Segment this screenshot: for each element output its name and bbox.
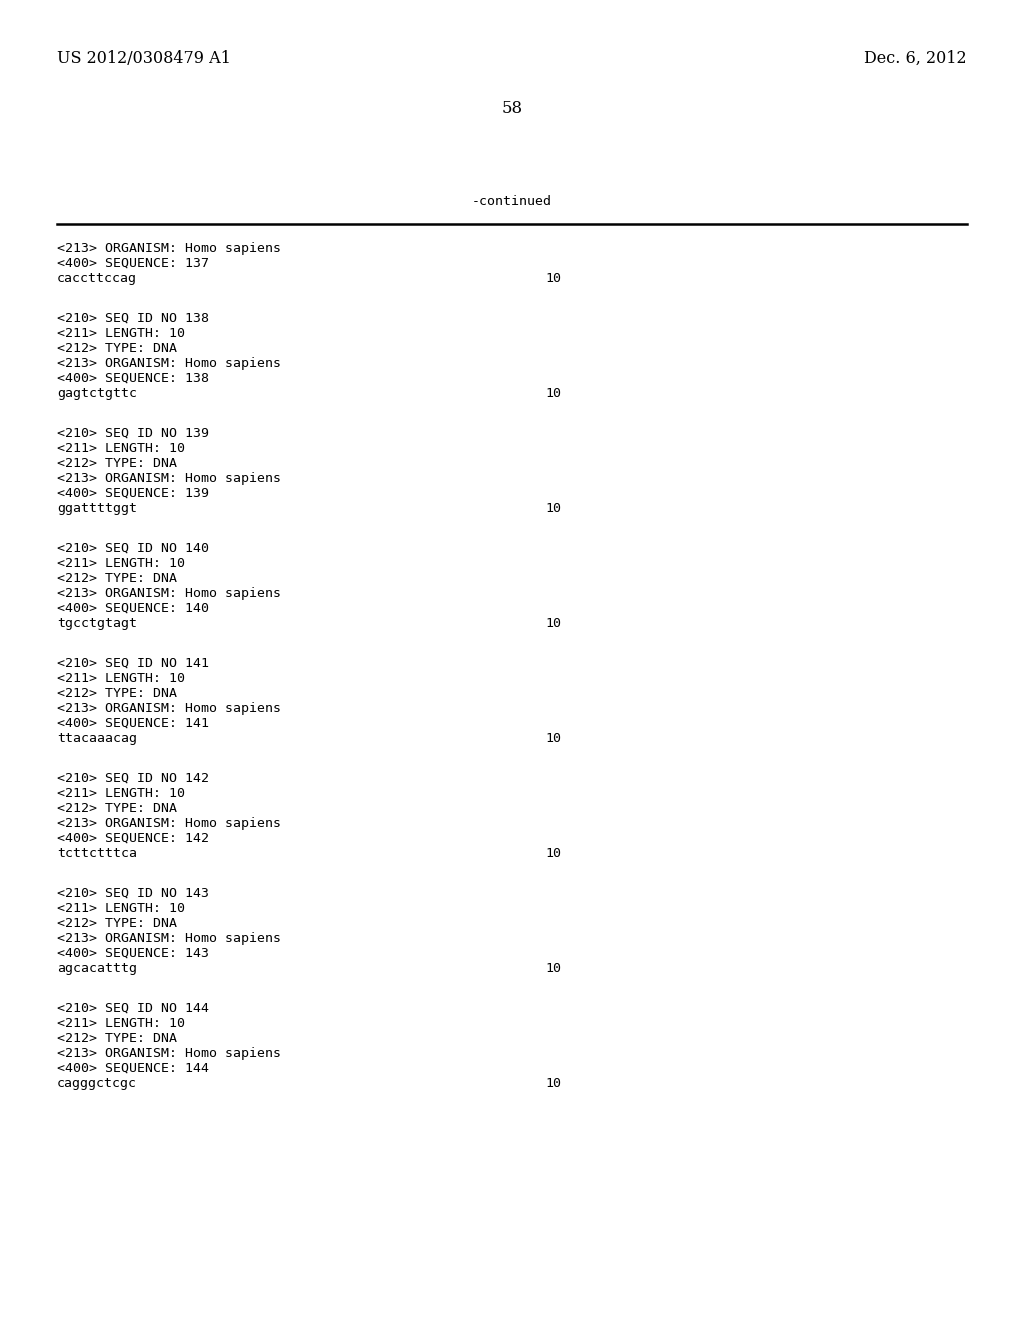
Text: <400> SEQUENCE: 143: <400> SEQUENCE: 143: [57, 946, 209, 960]
Text: caccttccag: caccttccag: [57, 272, 137, 285]
Text: ggattttggt: ggattttggt: [57, 502, 137, 515]
Text: <213> ORGANISM: Homo sapiens: <213> ORGANISM: Homo sapiens: [57, 702, 281, 715]
Text: <211> LENGTH: 10: <211> LENGTH: 10: [57, 327, 185, 341]
Text: <210> SEQ ID NO 144: <210> SEQ ID NO 144: [57, 1002, 209, 1015]
Text: 10: 10: [545, 387, 561, 400]
Text: <400> SEQUENCE: 139: <400> SEQUENCE: 139: [57, 487, 209, 500]
Text: tgcctgtagt: tgcctgtagt: [57, 616, 137, 630]
Text: <213> ORGANISM: Homo sapiens: <213> ORGANISM: Homo sapiens: [57, 356, 281, 370]
Text: <211> LENGTH: 10: <211> LENGTH: 10: [57, 557, 185, 570]
Text: <210> SEQ ID NO 140: <210> SEQ ID NO 140: [57, 543, 209, 554]
Text: 10: 10: [545, 1077, 561, 1090]
Text: <212> TYPE: DNA: <212> TYPE: DNA: [57, 917, 177, 931]
Text: <400> SEQUENCE: 142: <400> SEQUENCE: 142: [57, 832, 209, 845]
Text: <210> SEQ ID NO 142: <210> SEQ ID NO 142: [57, 772, 209, 785]
Text: 10: 10: [545, 962, 561, 975]
Text: <400> SEQUENCE: 141: <400> SEQUENCE: 141: [57, 717, 209, 730]
Text: <400> SEQUENCE: 138: <400> SEQUENCE: 138: [57, 372, 209, 385]
Text: <211> LENGTH: 10: <211> LENGTH: 10: [57, 902, 185, 915]
Text: <212> TYPE: DNA: <212> TYPE: DNA: [57, 342, 177, 355]
Text: <211> LENGTH: 10: <211> LENGTH: 10: [57, 442, 185, 455]
Text: <400> SEQUENCE: 140: <400> SEQUENCE: 140: [57, 602, 209, 615]
Text: <213> ORGANISM: Homo sapiens: <213> ORGANISM: Homo sapiens: [57, 242, 281, 255]
Text: <211> LENGTH: 10: <211> LENGTH: 10: [57, 1016, 185, 1030]
Text: <212> TYPE: DNA: <212> TYPE: DNA: [57, 803, 177, 814]
Text: gagtctgttc: gagtctgttc: [57, 387, 137, 400]
Text: <213> ORGANISM: Homo sapiens: <213> ORGANISM: Homo sapiens: [57, 1047, 281, 1060]
Text: <213> ORGANISM: Homo sapiens: <213> ORGANISM: Homo sapiens: [57, 932, 281, 945]
Text: <400> SEQUENCE: 137: <400> SEQUENCE: 137: [57, 257, 209, 271]
Text: cagggctcgc: cagggctcgc: [57, 1077, 137, 1090]
Text: <212> TYPE: DNA: <212> TYPE: DNA: [57, 457, 177, 470]
Text: <211> LENGTH: 10: <211> LENGTH: 10: [57, 672, 185, 685]
Text: <210> SEQ ID NO 141: <210> SEQ ID NO 141: [57, 657, 209, 671]
Text: Dec. 6, 2012: Dec. 6, 2012: [864, 50, 967, 67]
Text: <211> LENGTH: 10: <211> LENGTH: 10: [57, 787, 185, 800]
Text: 10: 10: [545, 733, 561, 744]
Text: tcttctttca: tcttctttca: [57, 847, 137, 861]
Text: <400> SEQUENCE: 144: <400> SEQUENCE: 144: [57, 1063, 209, 1074]
Text: <210> SEQ ID NO 143: <210> SEQ ID NO 143: [57, 887, 209, 900]
Text: US 2012/0308479 A1: US 2012/0308479 A1: [57, 50, 230, 67]
Text: <212> TYPE: DNA: <212> TYPE: DNA: [57, 1032, 177, 1045]
Text: <213> ORGANISM: Homo sapiens: <213> ORGANISM: Homo sapiens: [57, 817, 281, 830]
Text: ttacaaacag: ttacaaacag: [57, 733, 137, 744]
Text: <213> ORGANISM: Homo sapiens: <213> ORGANISM: Homo sapiens: [57, 473, 281, 484]
Text: 10: 10: [545, 616, 561, 630]
Text: <213> ORGANISM: Homo sapiens: <213> ORGANISM: Homo sapiens: [57, 587, 281, 601]
Text: 10: 10: [545, 502, 561, 515]
Text: 10: 10: [545, 847, 561, 861]
Text: <210> SEQ ID NO 138: <210> SEQ ID NO 138: [57, 312, 209, 325]
Text: 58: 58: [502, 100, 522, 117]
Text: <212> TYPE: DNA: <212> TYPE: DNA: [57, 686, 177, 700]
Text: 10: 10: [545, 272, 561, 285]
Text: -continued: -continued: [472, 195, 552, 209]
Text: agcacatttg: agcacatttg: [57, 962, 137, 975]
Text: <210> SEQ ID NO 139: <210> SEQ ID NO 139: [57, 426, 209, 440]
Text: <212> TYPE: DNA: <212> TYPE: DNA: [57, 572, 177, 585]
